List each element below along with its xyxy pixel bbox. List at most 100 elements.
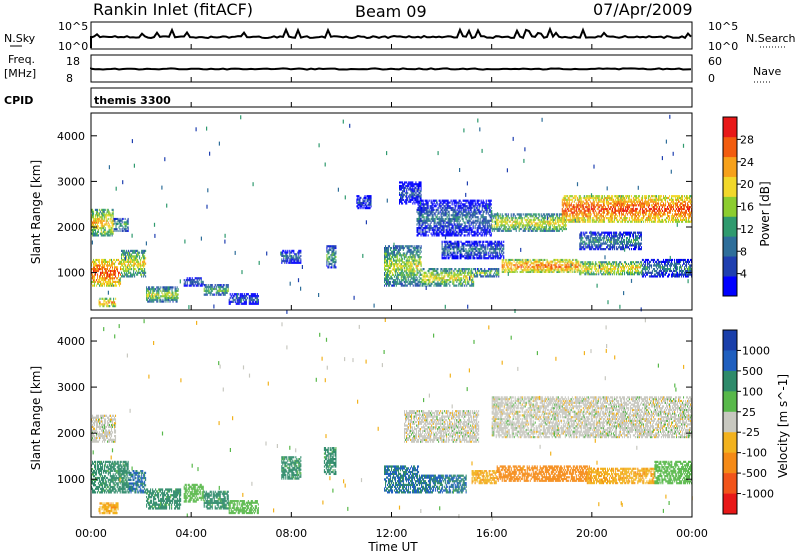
heatmap-cell xyxy=(289,253,291,256)
heatmap-cell xyxy=(464,210,466,213)
heatmap-cell xyxy=(411,259,413,262)
heatmap-cell xyxy=(417,248,419,251)
heatmap-cell xyxy=(390,263,392,266)
heatmap-cell xyxy=(490,248,492,251)
heatmap-cell xyxy=(406,273,408,276)
heatmap-cell xyxy=(100,219,102,222)
heatmap-cell xyxy=(116,268,118,271)
heatmap-cell xyxy=(241,296,243,300)
heatmap-cell xyxy=(407,247,409,250)
heatmap-cell xyxy=(106,273,108,276)
heatmap-cell xyxy=(551,227,553,231)
heatmap-cell xyxy=(485,269,487,273)
heatmap-cell xyxy=(201,280,203,284)
heatmap-cell xyxy=(176,298,178,301)
heatmap-cell xyxy=(134,273,136,276)
heatmap-cell xyxy=(193,284,195,287)
heatmap-cell xyxy=(480,244,482,247)
heatmap-cell xyxy=(448,249,450,253)
heatmap-cell xyxy=(515,222,517,225)
heatmap-cell xyxy=(546,222,548,225)
heatmap-cell xyxy=(288,261,290,264)
heatmap-cell xyxy=(289,260,291,263)
heatmap-cell xyxy=(463,277,465,280)
heatmap-cell xyxy=(520,267,522,270)
heatmap-cell xyxy=(461,232,463,235)
heatmap-cell xyxy=(289,261,291,264)
heatmap-cell xyxy=(420,206,422,210)
heatmap-cell xyxy=(495,249,497,253)
heatmap-cell xyxy=(252,295,254,298)
heatmap-cell xyxy=(418,188,420,191)
heatmap-cell xyxy=(393,264,395,268)
heatmap-cell xyxy=(504,258,506,262)
heatmap-cell xyxy=(212,293,214,296)
heatmap-cell xyxy=(446,284,448,287)
heatmap-cell xyxy=(457,279,459,282)
heatmap-cell xyxy=(385,264,387,268)
heatmap-cell xyxy=(432,232,434,235)
heatmap-cell xyxy=(94,208,96,212)
heatmap-cell xyxy=(391,261,393,264)
heatmap-cell xyxy=(432,228,434,232)
heatmap-cell xyxy=(425,232,427,235)
heatmap-cell xyxy=(460,277,462,280)
heatmap-cell xyxy=(222,289,224,292)
heatmap-cell xyxy=(453,232,455,235)
heatmap-cell xyxy=(500,220,502,223)
heatmap-cell xyxy=(174,288,176,291)
heatmap-cell xyxy=(427,212,429,215)
heatmap-cell xyxy=(417,263,419,266)
heatmap-cell xyxy=(483,271,485,274)
heatmap-cell xyxy=(111,221,113,224)
heatmap-cell xyxy=(474,201,476,204)
heatmap-cell xyxy=(445,203,447,206)
heatmap-cell xyxy=(489,242,491,245)
heatmap-cell xyxy=(122,268,124,271)
heatmap-cell xyxy=(250,298,252,302)
heatmap-cell xyxy=(386,273,388,276)
heatmap-cell xyxy=(249,296,251,300)
heatmap-cell xyxy=(472,210,474,213)
heatmap-cell xyxy=(554,222,556,225)
heatmap-cell xyxy=(106,214,108,217)
heatmap-cell xyxy=(416,184,418,188)
heatmap-cell xyxy=(460,253,462,256)
heatmap-cell xyxy=(93,280,95,284)
heatmap-cell xyxy=(93,225,95,228)
heatmap-cell xyxy=(489,210,491,213)
heatmap-cell xyxy=(442,225,444,228)
heatmap-cell xyxy=(157,288,159,291)
heatmap-cell xyxy=(489,208,491,212)
heatmap-cell xyxy=(400,284,402,287)
heatmap-cell xyxy=(442,282,444,285)
heatmap-cell xyxy=(164,296,166,300)
heatmap-cell xyxy=(528,229,530,232)
heatmap-cell xyxy=(100,216,102,219)
heatmap-cell xyxy=(564,226,566,229)
heatmap-cell xyxy=(403,252,405,255)
heatmap-cell xyxy=(461,248,463,251)
heatmap-cell xyxy=(420,188,422,191)
heatmap-cell xyxy=(503,248,505,251)
heatmap-cell xyxy=(147,298,149,301)
heatmap-cell xyxy=(385,270,387,273)
heatmap-cell xyxy=(397,248,399,251)
heatmap-cell xyxy=(133,255,135,258)
heatmap-cell xyxy=(481,255,483,258)
heatmap-cell xyxy=(100,268,102,271)
heatmap-cell xyxy=(548,213,550,216)
heatmap-cell xyxy=(538,220,540,223)
heatmap-cell xyxy=(497,224,499,227)
heatmap-cell xyxy=(134,264,136,267)
heatmap-cell xyxy=(465,251,467,254)
heatmap-cell xyxy=(412,250,414,253)
heatmap-cell xyxy=(166,293,168,296)
heatmap-cell xyxy=(401,247,403,250)
heatmap-cell xyxy=(101,214,103,217)
heatmap-cell xyxy=(142,271,144,274)
heatmap-cell xyxy=(139,264,141,267)
heatmap-cell xyxy=(401,257,403,260)
heatmap-cell xyxy=(452,206,454,210)
heatmap-cell xyxy=(399,202,401,205)
